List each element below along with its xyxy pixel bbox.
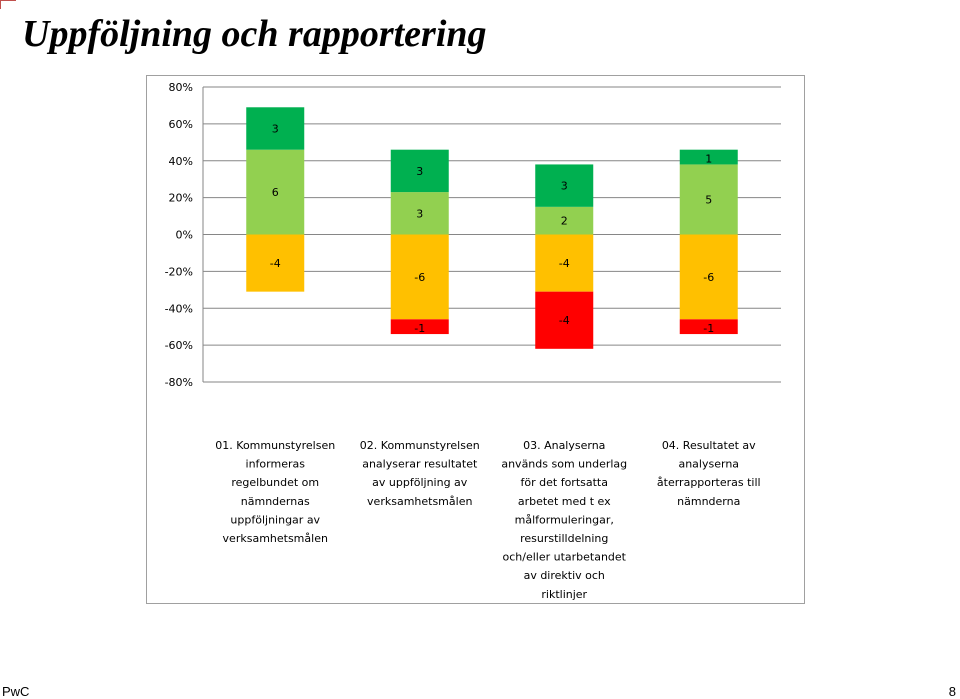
- category-label: av uppföljning av: [372, 476, 468, 489]
- data-label: 3: [272, 122, 279, 135]
- data-label: -4: [559, 257, 570, 270]
- chart-frame: 80% 60% 40% 20% 0% -20% -40% -60% -80% 6 3 -4 01. Ko…: [146, 75, 805, 604]
- stacked-bar-chart: 80% 60% 40% 20% 0% -20% -40% -60% -80% 6 3 -4 01. Ko…: [165, 81, 781, 601]
- bar-segment: [535, 291, 594, 349]
- category-label: och/eller utarbetandet: [502, 551, 626, 564]
- bar-segment: [679, 319, 738, 335]
- category-label: 04. Resultatet av: [662, 439, 756, 452]
- y-tick-label: 40%: [169, 155, 193, 168]
- data-label: -4: [270, 257, 281, 270]
- footer-brand: PwC: [2, 684, 30, 699]
- data-label: -6: [414, 271, 425, 284]
- y-tick-label: 80%: [169, 81, 193, 94]
- bar-segment: [246, 234, 305, 292]
- bar-segment: [390, 149, 449, 193]
- category-label: 02. Kommunstyrelsen: [360, 439, 480, 452]
- category-label: återrapporteras till: [657, 476, 761, 489]
- corner-accent-horizontal: [0, 0, 16, 1]
- bar-segment: [535, 234, 594, 292]
- category-label: 01. Kommunstyrelsen: [215, 439, 335, 452]
- bar-segment: [679, 234, 738, 320]
- category-label: regelbundet om: [231, 476, 319, 489]
- category-label: av direktiv och: [524, 569, 605, 582]
- category-label: informeras: [246, 458, 306, 471]
- category-label: analyserna: [678, 458, 739, 471]
- category-label: nämndernas: [241, 495, 310, 508]
- category-label: för det fortsatta: [521, 476, 608, 489]
- bar-segment: [679, 149, 738, 165]
- category-label: 03. Analyserna: [523, 439, 605, 452]
- data-label: 1: [705, 152, 712, 165]
- bar-segment: [246, 107, 305, 150]
- data-label: -1: [414, 322, 425, 335]
- y-tick-label: 0%: [176, 229, 193, 242]
- bar-segment: [535, 164, 594, 207]
- bar-segment: [390, 192, 449, 235]
- category-label: nämnderna: [677, 495, 740, 508]
- bar-segment: [390, 234, 449, 320]
- category-label: verksamhetsmålen: [223, 532, 328, 545]
- data-label: 2: [561, 215, 568, 228]
- y-tick-label: 60%: [169, 118, 193, 131]
- y-tick-label: -60%: [165, 339, 193, 352]
- data-label: -1: [703, 322, 714, 335]
- category-label: arbetet med t ex: [518, 495, 611, 508]
- data-label: 3: [561, 180, 568, 193]
- page-number: 8: [948, 684, 956, 699]
- y-tick-label: -40%: [165, 302, 193, 315]
- bar-segment: [535, 206, 594, 235]
- bar-segment: [390, 319, 449, 335]
- slide-title: Uppföljning och rapportering: [22, 13, 487, 55]
- data-label: 5: [705, 193, 712, 206]
- data-label: -6: [703, 271, 714, 284]
- category-label: målformuleringar,: [515, 513, 614, 526]
- bar-segment: [679, 164, 738, 235]
- data-label: 6: [272, 186, 279, 199]
- category-label: resurstilldelning: [520, 532, 608, 545]
- category-label: riktlinjer: [541, 588, 587, 601]
- data-label: -4: [559, 314, 570, 327]
- category-label: används som underlag: [501, 458, 627, 471]
- category-label: uppföljningar av: [230, 513, 320, 526]
- bar-segment: [246, 149, 305, 235]
- category-label: analyserar resultatet: [362, 458, 478, 471]
- data-label: 3: [416, 207, 423, 220]
- y-tick-label: -80%: [165, 376, 193, 389]
- corner-accent-vertical: [0, 0, 1, 9]
- data-label: 3: [416, 165, 423, 178]
- category-label: verksamhetsmålen: [367, 495, 472, 508]
- y-tick-label: 20%: [169, 192, 193, 205]
- y-tick-label: -20%: [165, 265, 193, 278]
